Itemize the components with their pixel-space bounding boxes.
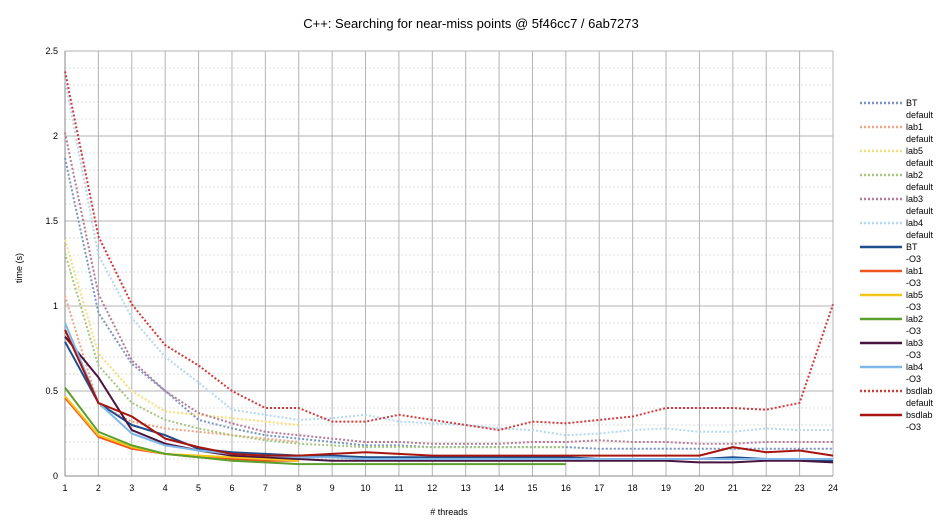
legend-label-variant: -O3 [906, 422, 921, 432]
y-tick-label: 1 [53, 301, 58, 311]
legend-label: lab1 [906, 266, 923, 276]
legend-label-variant: default [906, 206, 934, 216]
legend-item: bsdlab -O3 [860, 410, 933, 432]
legend-label: lab5 [906, 290, 923, 300]
y-tick-label: 0.5 [45, 386, 58, 396]
x-tick-label: 21 [728, 483, 738, 493]
x-tick-label: 18 [628, 483, 638, 493]
legend-label-variant: -O3 [906, 350, 921, 360]
legend-item: BT -O3 [860, 242, 921, 264]
y-tick-label: 1.5 [45, 216, 58, 226]
x-tick-label: 3 [129, 483, 134, 493]
x-tick-label: 12 [427, 483, 437, 493]
legend-item: lab5 -O3 [860, 290, 923, 312]
legend-label: lab2 [906, 170, 923, 180]
legend-label-variant: default [906, 182, 934, 192]
series-line-bsdlab-default [64, 71, 834, 432]
series-line-lab2--o3 [64, 386, 566, 466]
series-line-lab4-default [64, 79, 833, 437]
legend-item: BT default [860, 98, 934, 120]
x-tick-label: 17 [594, 483, 604, 493]
y-tick-labels: 0 0.5 1 1.5 2 2.5 [45, 46, 58, 481]
legend-label-variant: default [906, 134, 934, 144]
x-tick-label: 2 [96, 483, 101, 493]
series-line-lab3--o3 [64, 335, 834, 464]
legend-label: BT [906, 242, 918, 252]
x-tick-label: 24 [828, 483, 838, 493]
legend: BT default lab1 default lab5 default lab2 defau… [860, 98, 934, 432]
x-tick-label: 13 [461, 483, 471, 493]
legend-label-variant: -O3 [906, 374, 921, 384]
x-tick-label: 20 [694, 483, 704, 493]
x-tick-label: 1 [62, 483, 67, 493]
legend-item: lab5 default [860, 146, 934, 168]
legend-label-variant: -O3 [906, 278, 921, 288]
x-tick-label: 8 [296, 483, 301, 493]
legend-label: bsdlab [906, 386, 933, 396]
series-line-lab5-default [64, 239, 299, 426]
legend-item: lab3 default [860, 194, 934, 216]
series-line-lab4--o3 [64, 322, 833, 460]
x-tick-label: 5 [196, 483, 201, 493]
legend-item: lab4 default [860, 218, 934, 240]
legend-item: lab4 -O3 [860, 362, 923, 384]
x-tick-label: 19 [661, 483, 671, 493]
series-line-bt-default [64, 157, 833, 450]
series-line-lab3-default [64, 132, 833, 445]
chart-title: C++: Searching for near-miss points @ 5f… [303, 16, 639, 31]
legend-label-variant: -O3 [906, 254, 921, 264]
legend-label: lab2 [906, 314, 923, 324]
legend-item: bsdlab default [860, 386, 934, 408]
legend-label: lab3 [906, 194, 923, 204]
legend-item: lab1 default [860, 122, 934, 144]
y-tick-label: 0 [53, 471, 58, 481]
legend-label: lab1 [906, 122, 923, 132]
series-group [64, 71, 834, 466]
x-tick-label: 10 [361, 483, 371, 493]
legend-label: bsdlab [906, 410, 933, 420]
legend-item: lab1 -O3 [860, 266, 923, 288]
x-tick-label: 7 [263, 483, 268, 493]
legend-item: lab3 -O3 [860, 338, 923, 360]
legend-label: lab4 [906, 218, 923, 228]
legend-item: lab2 default [860, 170, 934, 192]
legend-label: lab5 [906, 146, 923, 156]
y-tick-label: 2 [53, 131, 58, 141]
x-tick-labels: 1 2 3 4 5 6 7 8 9 10 11 12 13 14 15 16 17 18 19 20 21 22 23 24 [62, 483, 838, 493]
x-axis-label: # threads [430, 507, 468, 517]
x-tick-label: 23 [795, 483, 805, 493]
series-line-bsdlab--o3 [64, 329, 834, 457]
x-tick-label: 6 [229, 483, 234, 493]
legend-label-variant: -O3 [906, 302, 921, 312]
legend-item: lab2 -O3 [860, 314, 923, 336]
series-line-lab2-default [64, 253, 566, 449]
legend-label-variant: -O3 [906, 326, 921, 336]
legend-label-variant: default [906, 230, 934, 240]
x-tick-label: 15 [527, 483, 537, 493]
legend-label: BT [906, 98, 918, 108]
y-tick-label: 2.5 [45, 46, 58, 56]
legend-label-variant: default [906, 398, 934, 408]
x-tick-label: 16 [561, 483, 571, 493]
y-axis-label: time (s) [14, 253, 24, 283]
grid [64, 50, 834, 477]
axes [64, 51, 833, 477]
legend-label-variant: default [906, 158, 934, 168]
x-tick-label: 11 [394, 483, 403, 493]
legend-label-variant: default [906, 110, 934, 120]
x-tick-label: 22 [761, 483, 771, 493]
x-tick-label: 9 [330, 483, 335, 493]
x-tick-label: 14 [494, 483, 504, 493]
legend-label: lab4 [906, 362, 923, 372]
legend-label: lab3 [906, 338, 923, 348]
x-tick-label: 4 [163, 483, 168, 493]
